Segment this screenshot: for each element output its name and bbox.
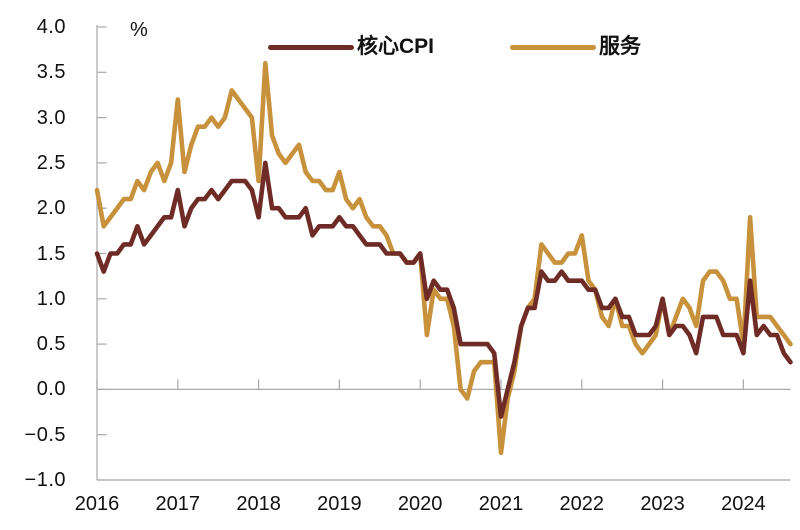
x-tick-label: 2016 — [74, 493, 120, 515]
y-tick-label: 4.0 — [36, 16, 66, 38]
legend-item-core-cpi: 核心CPI — [268, 34, 434, 60]
legend-label-services: 服务 — [599, 35, 642, 58]
y-tick-label: 3.5 — [36, 61, 66, 84]
services-line — [94, 60, 793, 456]
x-tick-label: 2017 — [155, 493, 201, 515]
x-tick-label: 2022 — [559, 493, 605, 515]
x-tick-label: 2021 — [478, 493, 524, 515]
legend-swatch-core-cpi — [268, 44, 354, 50]
y-tick-label: −1.0 — [24, 469, 66, 491]
y-tick-label: 0.5 — [36, 333, 66, 356]
y-axis-ticks — [97, 26, 107, 481]
core-cpi-line — [94, 160, 793, 419]
legend-swatch-services — [510, 44, 597, 50]
y-tick-label: 3.0 — [36, 106, 66, 129]
x-tick-label: 2020 — [397, 493, 443, 515]
legend-label-core-cpi: 核心CPI — [357, 35, 435, 58]
x-tick-label: 2023 — [640, 493, 685, 515]
y-tick-label: 1.0 — [36, 287, 66, 310]
legend: 核心CPI 服务 — [268, 34, 641, 60]
y-tick-label: 2.5 — [36, 151, 66, 174]
unit-label: % — [130, 19, 148, 41]
y-tick-label: 2.0 — [36, 197, 66, 220]
x-tick-label: 2018 — [236, 493, 281, 515]
y-tick-label: −0.5 — [24, 423, 66, 446]
y-tick-label: 0.0 — [36, 378, 66, 401]
legend-item-services: 服务 — [510, 34, 641, 60]
x-tick-label: 2024 — [721, 493, 766, 515]
x-axis-ticks — [96, 379, 744, 390]
y-tick-label: 1.5 — [36, 242, 66, 265]
x-tick-label: 2019 — [317, 493, 362, 515]
